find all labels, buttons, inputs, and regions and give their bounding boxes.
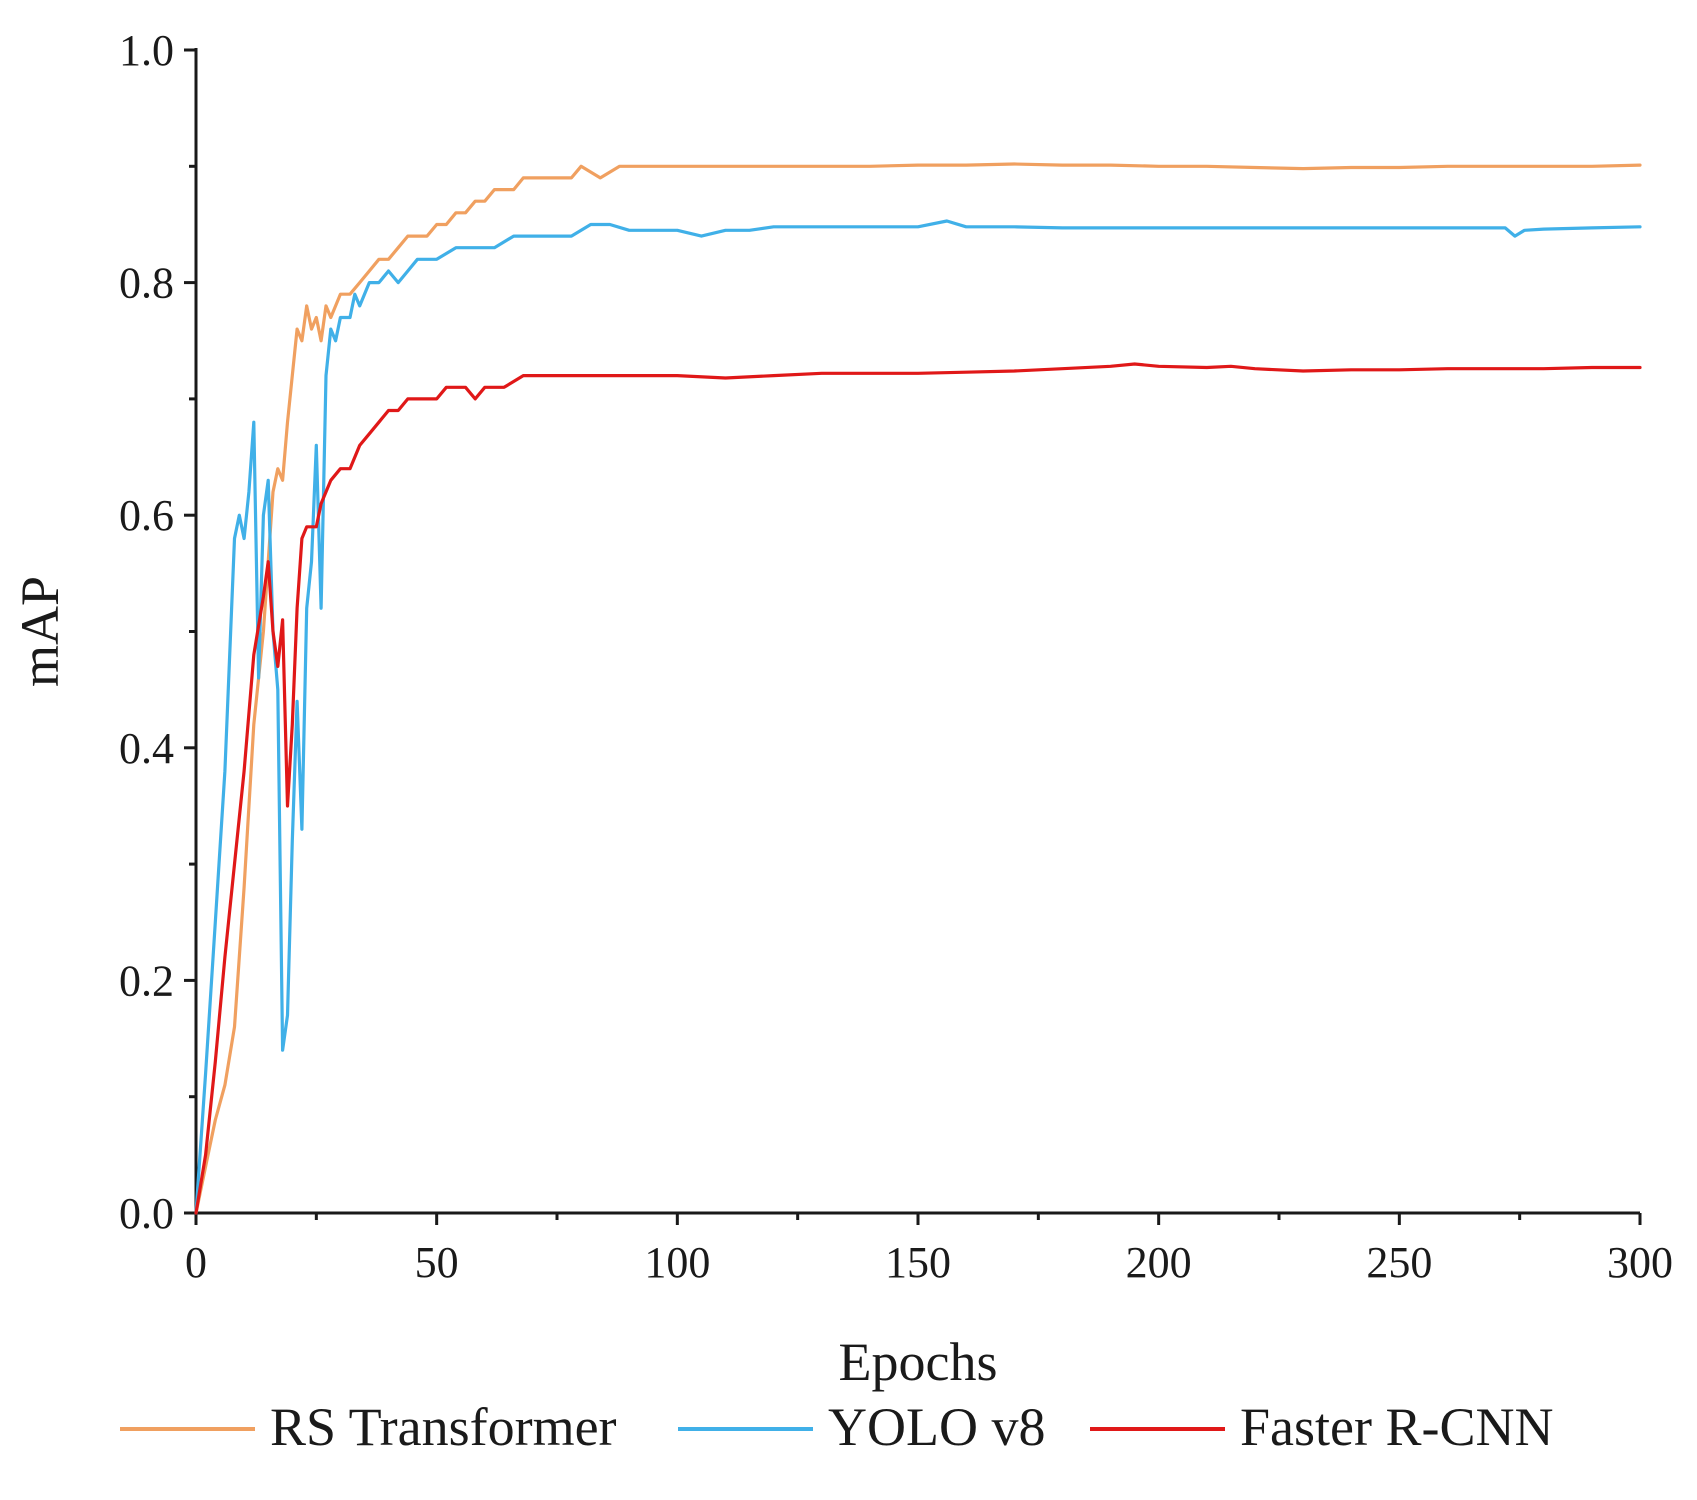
series-line-rs-transformer (194, 162, 1642, 1215)
x-tick-label: 300 (1607, 1238, 1673, 1287)
legend-label: Faster R-CNN (1240, 1397, 1553, 1457)
x-tick-label: 0 (185, 1238, 207, 1287)
legend-item-faster-r-cnn: Faster R-CNN (1090, 1397, 1553, 1457)
x-tick-label: 250 (1366, 1238, 1432, 1287)
legend-item-yolo-v8: YOLO v8 (678, 1397, 1045, 1457)
axes: 0.0 0.2 0.4 0.6 0.8 1.0 0 50 100 150 200 250 300 (119, 26, 1673, 1287)
legend-label: RS Transformer (270, 1397, 617, 1457)
y-tick-label: 0.8 (119, 259, 174, 308)
y-tick-label: 0.0 (119, 1189, 174, 1238)
x-tick-label: 100 (644, 1238, 710, 1287)
x-tick-label: 200 (1126, 1238, 1192, 1287)
x-axis-title: Epochs (839, 1332, 998, 1392)
plot-series (194, 162, 1642, 1215)
x-tick-label: 150 (885, 1238, 951, 1287)
y-axis-title: mAP (10, 576, 70, 687)
series-line-yolo-v8 (194, 219, 1642, 1215)
legend-item-rs-transformer: RS Transformer (120, 1397, 617, 1457)
x-tick-label: 50 (415, 1238, 459, 1287)
y-tick-label: 0.6 (119, 491, 174, 540)
legend: RS Transformer YOLO v8 Faster R-CNN (120, 1397, 1553, 1457)
y-tick-label: 0.2 (119, 956, 174, 1005)
legend-label: YOLO v8 (828, 1397, 1045, 1457)
y-tick-label: 0.4 (119, 724, 174, 773)
y-tick-label: 1.0 (119, 26, 174, 75)
series-line-faster-r-cnn (194, 362, 1642, 1215)
